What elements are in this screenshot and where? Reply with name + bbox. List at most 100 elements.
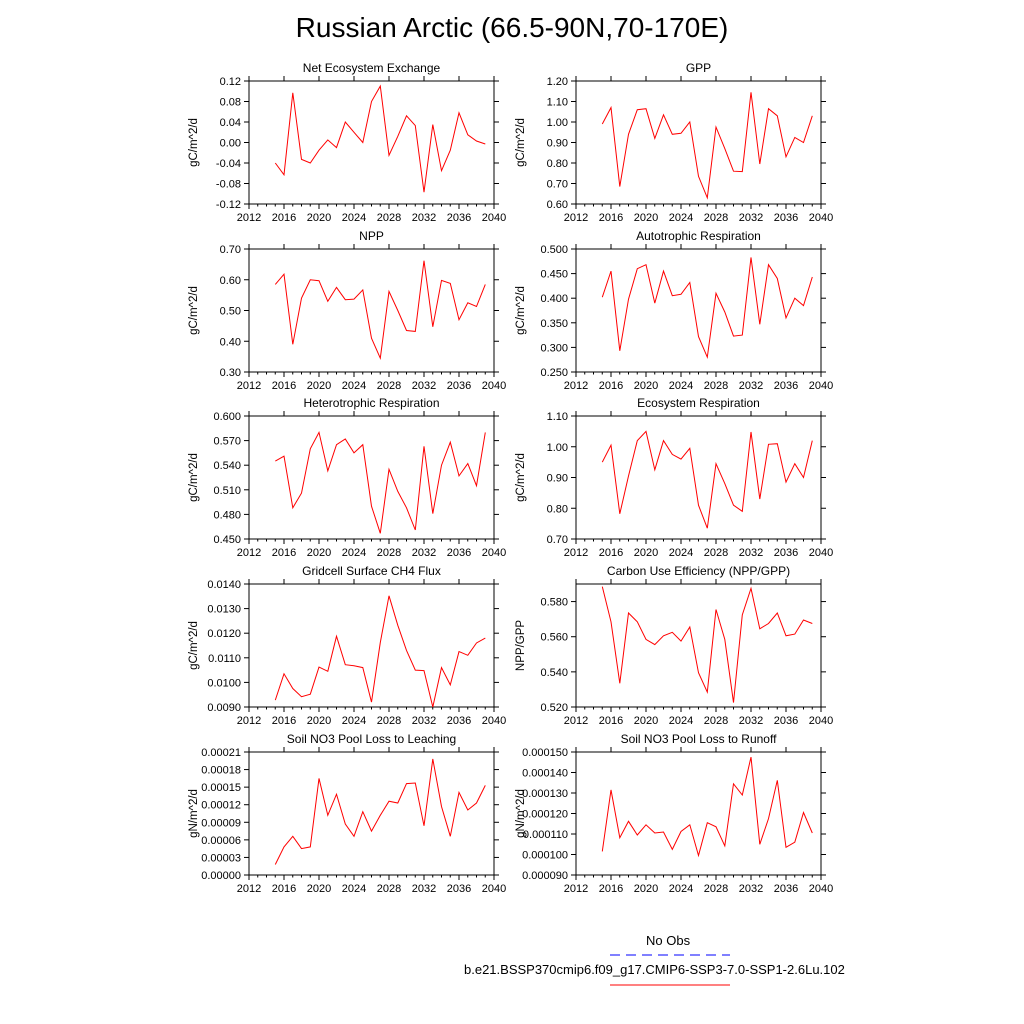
x-tick-label: 2040: [482, 380, 506, 392]
chart-title: Ecosystem Respiration: [637, 396, 760, 410]
series-line: [274, 260, 486, 361]
x-tick-label: 2020: [307, 547, 331, 559]
x-tick-label: 2012: [237, 715, 261, 727]
x-tick-label: 2024: [342, 547, 366, 559]
y-axis-label: gC/m^2/d: [188, 621, 200, 670]
chart-title: Gridcell Surface CH4 Flux: [302, 564, 441, 578]
y-tick-label: 0.0130: [207, 604, 241, 616]
y-tick-label: -0.12: [216, 199, 241, 211]
x-tick-label: 2012: [564, 380, 588, 392]
x-tick-label: 2012: [564, 212, 588, 224]
y-tick-label: 0.04: [220, 117, 241, 129]
chart-panel: 2012 2016 2020 2024 2028 2032 2036 2040 0.250 0.3…: [515, 229, 833, 392]
x-tick-label: 2028: [704, 380, 728, 392]
chart-panel: 2012 2016 2020 2024 2028 2032 2036 2040 0.0090 0.…: [188, 564, 506, 727]
chart-title: NPP: [359, 229, 384, 243]
y-tick-label: 0.0090: [207, 702, 241, 714]
y-axis-label: gC/m^2/d: [515, 286, 527, 335]
series-line: [601, 586, 813, 703]
y-tick-label: 0.540: [213, 460, 241, 472]
x-tick-label: 2024: [669, 380, 693, 392]
x-tick-label: 2040: [809, 212, 833, 224]
y-axis-label: gN/m^2/d: [188, 789, 200, 838]
y-tick-label: 0.600: [213, 411, 241, 423]
x-tick-label: 2016: [599, 380, 623, 392]
x-tick-label: 2036: [447, 715, 471, 727]
y-tick-label: 0.70: [220, 244, 241, 256]
y-axis-label: gC/m^2/d: [188, 286, 200, 335]
y-tick-label: 0.60: [220, 275, 241, 287]
y-tick-label: 0.00009: [201, 817, 241, 829]
y-tick-label: 0.00018: [201, 765, 241, 777]
chart-title: Heterotrophic Respiration: [303, 396, 439, 410]
y-tick-label: 0.00003: [201, 852, 241, 864]
y-tick-label: 0.0120: [207, 628, 241, 640]
plot-frame: [248, 80, 495, 205]
x-tick-label: 2012: [564, 547, 588, 559]
legend-obs-label: No Obs: [646, 933, 691, 948]
x-tick-label: 2040: [482, 715, 506, 727]
x-tick-label: 2036: [447, 883, 471, 895]
y-tick-label: 0.30: [220, 367, 241, 379]
y-axis-label: gC/m^2/d: [515, 453, 527, 502]
x-tick-label: 2016: [599, 212, 623, 224]
x-tick-label: 2020: [634, 547, 658, 559]
x-tick-label: 2012: [237, 883, 261, 895]
y-axis-label: gC/m^2/d: [515, 118, 527, 167]
y-tick-label: 0.90: [547, 473, 568, 485]
y-tick-label: 0.400: [540, 293, 568, 305]
chart-title: Soil NO3 Pool Loss to Leaching: [287, 732, 456, 746]
y-tick-label: 0.450: [213, 534, 241, 546]
chart-panel: 2012 2016 2020 2024 2028 2032 2036 2040 0.30 0.40…: [188, 229, 506, 392]
x-tick-label: 2028: [377, 380, 401, 392]
x-tick-label: 2040: [482, 883, 506, 895]
plot-frame: [248, 751, 495, 876]
x-tick-label: 2032: [412, 547, 436, 559]
chart-panel: 2012 2016 2020 2024 2028 2032 2036 2040 0.00000 0…: [188, 732, 506, 895]
x-tick-label: 2032: [739, 547, 763, 559]
y-tick-label: 1.00: [547, 442, 568, 454]
x-tick-label: 2020: [634, 883, 658, 895]
y-tick-label: 0.70: [547, 534, 568, 546]
x-tick-label: 2028: [377, 547, 401, 559]
y-tick-label: 0.00006: [201, 835, 241, 847]
plot-frame: [248, 583, 495, 708]
legend-obs-line: [610, 954, 730, 956]
x-tick-label: 2040: [809, 883, 833, 895]
x-tick-label: 2028: [377, 212, 401, 224]
chart-title: Autotrophic Respiration: [636, 229, 761, 243]
x-tick-label: 2024: [669, 883, 693, 895]
y-tick-label: 0.000100: [522, 850, 568, 862]
y-tick-label: 0.450: [540, 269, 568, 281]
series-line: [275, 430, 486, 534]
x-tick-label: 2032: [739, 883, 763, 895]
chart-title: Soil NO3 Pool Loss to Runoff: [621, 732, 778, 746]
y-tick-label: 0.90: [547, 138, 568, 150]
y-tick-label: 0.540: [540, 667, 568, 679]
series-line: [274, 84, 486, 193]
y-tick-label: 0.12: [220, 76, 241, 88]
y-tick-label: 0.0110: [208, 653, 241, 665]
y-tick-label: 0.000110: [523, 829, 568, 841]
x-tick-label: 2020: [634, 212, 658, 224]
plot-frame: [248, 415, 495, 540]
x-tick-label: 2028: [704, 715, 728, 727]
page-title: Russian Arctic (66.5-90N,70-170E): [295, 12, 729, 43]
x-tick-label: 2040: [809, 547, 833, 559]
x-tick-label: 2020: [307, 212, 331, 224]
series-line: [274, 595, 486, 708]
x-tick-label: 2028: [377, 883, 401, 895]
x-tick-label: 2016: [272, 715, 296, 727]
x-tick-label: 2024: [669, 715, 693, 727]
y-tick-label: 1.10: [547, 97, 568, 109]
chart-panel: 2012 2016 2020 2024 2028 2032 2036 2040 0.60 0.70…: [515, 61, 833, 224]
x-tick-label: 2032: [412, 380, 436, 392]
x-tick-label: 2016: [272, 212, 296, 224]
x-tick-label: 2012: [564, 883, 588, 895]
y-tick-label: 0.000120: [522, 809, 568, 821]
y-tick-label: 0.80: [547, 503, 568, 515]
chart-panel: 2012 2016 2020 2024 2028 2032 2036 2040 0.70 0.80…: [515, 396, 833, 559]
x-tick-label: 2024: [669, 547, 693, 559]
chart-panel: 2012 2016 2020 2024 2028 2032 2036 2040 -0.12 -0.…: [188, 61, 506, 224]
